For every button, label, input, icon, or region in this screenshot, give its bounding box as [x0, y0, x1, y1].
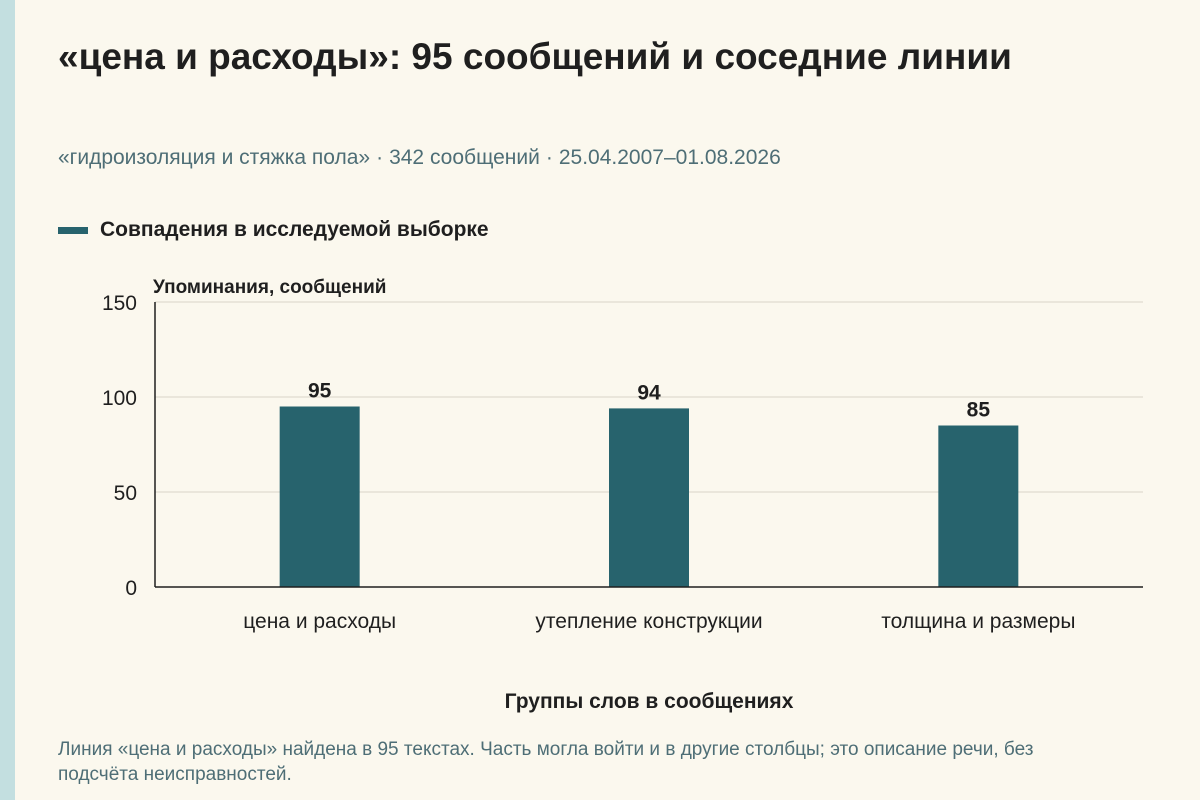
y-tick-label: 0: [125, 577, 137, 600]
axes: [154, 302, 1143, 588]
subtitle-dates: 25.04.2007–01.08.2026: [558, 146, 781, 169]
y-tick-label: 150: [102, 292, 137, 315]
subtitle-separator: ·: [545, 146, 553, 169]
x-tick-label: цена и расходы: [243, 610, 396, 633]
y-axis-title: Упоминания, сообщений: [153, 277, 386, 298]
data-label: 95: [308, 380, 332, 403]
data-label: 85: [967, 399, 991, 422]
chart-subtitle: «гидроизоляция и стяжка пола» · 342 сообще…: [58, 146, 781, 170]
bars: [279, 406, 1019, 587]
subtitle-topic: «гидроизоляция и стяжка пола»: [58, 146, 371, 169]
bar: [938, 425, 1019, 587]
chart-footnote: Линия «цена и расходы» найдена в 95 текс…: [58, 739, 1034, 785]
chart-legend: Совпадения в исследуемой выборке: [58, 218, 489, 242]
subtitle-separator: ·: [376, 146, 384, 169]
accent-strip: [0, 0, 15, 800]
data-label: 94: [637, 381, 661, 404]
chart-title: «цена и расходы»: 95 сообщений и соседни…: [58, 36, 1012, 77]
x-tick-label: толщина и размеры: [881, 610, 1075, 633]
legend-label: Совпадения в исследуемой выборке: [100, 218, 489, 241]
bar: [609, 408, 689, 587]
x-axis-title: Группы слов в сообщениях: [505, 690, 794, 713]
bar: [279, 406, 360, 587]
subtitle-count: 342 сообщений: [389, 146, 540, 169]
x-tick-label: утепление конструкции: [535, 610, 762, 633]
y-tick-label: 100: [102, 387, 137, 410]
legend-swatch: [58, 226, 88, 234]
chart-labels: 0 50 100 150 95 цена и расходы 94 утепление кон…: [102, 277, 1075, 713]
y-tick-label: 50: [114, 482, 137, 505]
